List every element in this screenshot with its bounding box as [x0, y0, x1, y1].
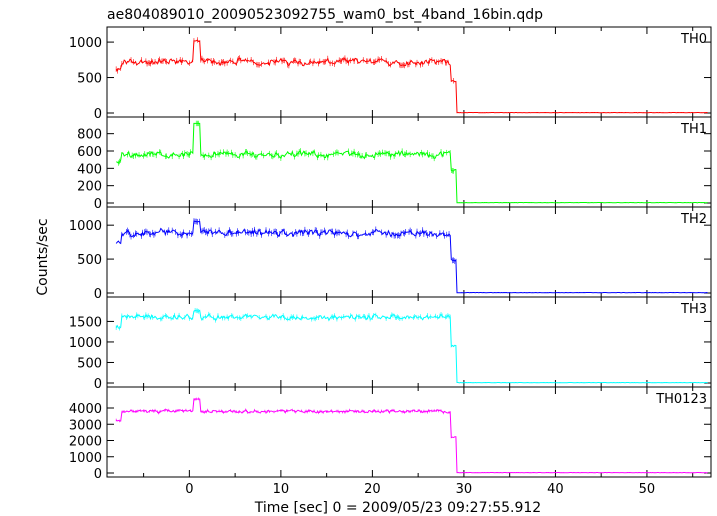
- y-tick-label: 0: [94, 467, 102, 482]
- panel-label: TH0123: [655, 392, 707, 407]
- series-line: [116, 122, 708, 204]
- y-tick-label: 4000: [69, 402, 102, 417]
- y-tick-label: 1000: [69, 336, 102, 351]
- y-tick-label: 0: [94, 107, 102, 122]
- panel-frame: [106, 116, 712, 208]
- y-tick-label: 0: [94, 197, 102, 212]
- series-line: [115, 220, 708, 294]
- y-tick-label: 0: [94, 377, 102, 392]
- x-axis-label: Time [sec] 0 = 2009/05/23 09:27:55.912: [254, 500, 541, 516]
- x-tick-label: 30: [456, 482, 473, 497]
- panel-label: TH2: [680, 212, 707, 227]
- x-tick-label: 50: [639, 482, 656, 497]
- panel-th3: 0 500 1000 1500 TH3: [69, 296, 712, 392]
- y-tick-label: 1500: [69, 315, 102, 330]
- y-tick-label: 200: [77, 180, 102, 195]
- y-tick-label: 500: [77, 72, 102, 87]
- y-tick-label: 1000: [69, 219, 102, 234]
- y-tick-label: 3000: [69, 418, 102, 433]
- x-tick-label: 10: [273, 482, 290, 497]
- x-tick-label: 20: [364, 482, 381, 497]
- panel-label: TH3: [680, 302, 707, 317]
- y-tick-label: 500: [77, 253, 102, 268]
- y-tick-label: 2000: [69, 435, 102, 450]
- y-tick-label: 600: [77, 145, 102, 160]
- panel-th1: 0 200 400 600 800 TH1: [77, 116, 712, 212]
- y-tick-label: 0: [94, 287, 102, 302]
- x-tick-label: 40: [547, 482, 564, 497]
- chart-title: ae804089010_20090523092755_wam0_bst_4ban…: [107, 7, 543, 23]
- series-line: [115, 39, 708, 114]
- y-tick-label: 500: [77, 356, 102, 371]
- x-tick-label: 0: [185, 482, 193, 497]
- y-tick-label: 400: [77, 162, 102, 177]
- y-tick-label: 1000: [69, 36, 102, 51]
- panel-th2: 0 500 1000 TH2: [69, 206, 712, 302]
- y-tick-label: 800: [77, 128, 102, 143]
- panel-frame: [106, 386, 712, 478]
- y-tick-label: 1000: [69, 451, 102, 466]
- panel-label: TH1: [680, 122, 707, 137]
- y-axis-label: Counts/sec: [35, 218, 51, 295]
- series-line: [115, 398, 708, 474]
- panel-label: TH0: [680, 32, 707, 47]
- panel-th0: 0 500 1000 TH0: [69, 26, 712, 122]
- series-line: [115, 309, 708, 384]
